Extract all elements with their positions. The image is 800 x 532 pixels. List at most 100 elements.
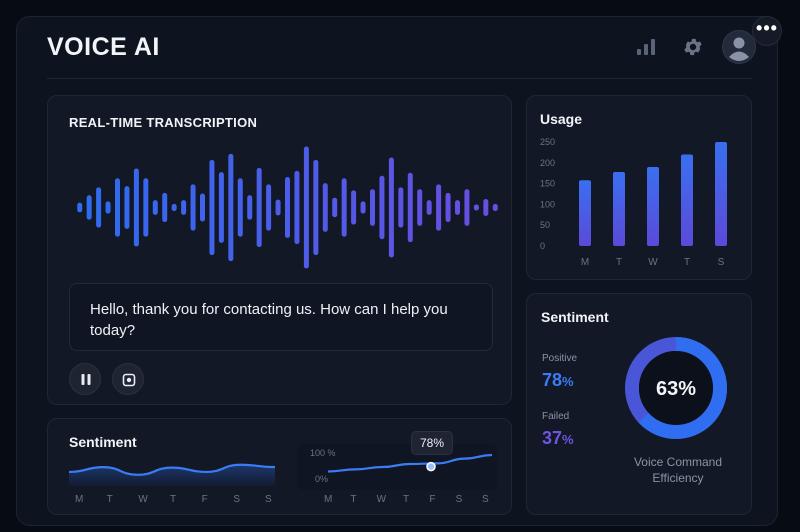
efficiency-caption-line2: Efficiency xyxy=(652,471,704,485)
day-label: W xyxy=(138,494,148,505)
usage-title: Usage xyxy=(540,111,583,127)
trend-right-panel xyxy=(297,444,497,490)
donut-arc xyxy=(625,337,727,439)
x-tick-label: T xyxy=(684,257,690,268)
x-tick-label: M xyxy=(581,257,589,268)
pause-icon xyxy=(81,374,91,385)
efficiency-caption-line1: Voice Command xyxy=(633,455,723,469)
usage-bar xyxy=(613,171,625,246)
waveform-bar xyxy=(237,178,243,237)
efficiency-donut: 63% xyxy=(625,337,727,439)
waveform-bar xyxy=(483,198,489,217)
waveform-bar xyxy=(218,172,224,243)
transcription-title: REAL-TIME TRANSCRIPTION xyxy=(69,115,258,130)
app-title: VOICE AI xyxy=(47,33,160,61)
day-label: S xyxy=(265,494,272,505)
day-label: M xyxy=(324,494,333,505)
waveform-bar xyxy=(492,203,498,212)
waveform-bar xyxy=(341,178,347,237)
waveform-bar xyxy=(379,175,385,240)
waveform-bar xyxy=(115,178,120,237)
usage-card xyxy=(526,95,752,280)
day-label: S xyxy=(455,494,463,505)
pause-button[interactable] xyxy=(69,363,101,395)
usage-bar xyxy=(647,166,659,246)
waveform-bar xyxy=(77,202,83,213)
y-bottom-label: 0% xyxy=(315,474,329,484)
waveform-bar xyxy=(351,190,357,225)
waveform-bar xyxy=(152,200,158,215)
waveform-bar xyxy=(294,170,300,245)
waveform-bar xyxy=(256,167,262,248)
day-label: F xyxy=(201,494,208,505)
waveform-bar xyxy=(473,204,479,211)
transcript-box: Hello, thank you for contacting us. How … xyxy=(69,283,493,351)
waveform-bar xyxy=(464,189,470,226)
waveform-bar xyxy=(209,159,215,256)
x-tick-label: W xyxy=(648,257,658,268)
waveform-bar xyxy=(285,177,290,238)
day-label: S xyxy=(482,494,489,505)
y-tick-label: 250 xyxy=(540,137,555,147)
waveform-bar xyxy=(96,187,102,228)
y-top-label: 100 % xyxy=(310,448,336,458)
waveform-bar xyxy=(124,186,130,229)
positive-value: 78% xyxy=(542,370,574,390)
usage-bar-chart: 250 200 150 100 50 0 M T W T S xyxy=(540,137,727,268)
more-options-button[interactable]: ••• xyxy=(752,16,782,46)
y-tick-label: 200 xyxy=(540,158,555,168)
sentiment-line-left xyxy=(69,463,275,486)
waveform-bar xyxy=(322,183,328,232)
transcript-text: Hello, thank you for contacting us. How … xyxy=(90,301,448,339)
usage-bar xyxy=(681,154,693,246)
day-label: F xyxy=(429,494,436,505)
header-divider xyxy=(47,78,752,79)
sentiment-trend-title: Sentiment xyxy=(69,434,137,450)
waveform-bar xyxy=(143,178,149,237)
waveform-bar xyxy=(105,201,111,214)
waveform-bar xyxy=(181,200,187,215)
waveform-bar xyxy=(445,192,451,223)
waveform-bar xyxy=(426,200,432,215)
waveform-bar xyxy=(247,195,253,220)
day-label: T xyxy=(350,494,357,505)
record-button[interactable] xyxy=(112,363,144,395)
usage-bar xyxy=(715,142,727,246)
x-tick-label: T xyxy=(616,257,622,268)
trend-line xyxy=(69,463,275,476)
waveform-bar xyxy=(370,189,375,226)
sentiment-line-right xyxy=(327,453,493,473)
waveform-bar xyxy=(275,199,281,216)
day-label: S xyxy=(233,494,240,505)
y-tick-label: 50 xyxy=(540,220,550,230)
gear-icon[interactable] xyxy=(682,36,704,58)
waveform-bar xyxy=(228,153,234,262)
failed-label: Failed xyxy=(542,411,570,422)
waveform-bar xyxy=(417,189,423,226)
day-label: M xyxy=(75,494,84,505)
waveform-bar xyxy=(360,201,366,214)
waveform-bar xyxy=(266,184,272,231)
value-tooltip: 78% xyxy=(411,431,453,455)
trend-marker[interactable] xyxy=(426,461,436,472)
bar-chart-icon[interactable] xyxy=(636,38,656,56)
avatar-icon[interactable] xyxy=(722,30,756,64)
day-label: W xyxy=(376,494,387,505)
failed-value: 37% xyxy=(542,428,574,448)
x-tick-label: S xyxy=(718,257,725,268)
day-label: T xyxy=(403,494,410,505)
positive-label: Positive xyxy=(542,353,578,364)
day-label: T xyxy=(106,494,113,505)
y-tick-label: 0 xyxy=(540,241,545,251)
waveform-bar xyxy=(313,159,319,256)
donut-center-value: 63% xyxy=(656,378,696,400)
waveform-bar xyxy=(332,197,338,218)
waveform-bar xyxy=(407,172,413,243)
usage-bar xyxy=(579,180,591,246)
waveform-bar xyxy=(436,184,442,231)
sentiment-summary-title: Sentiment xyxy=(541,309,609,325)
waveform-bar xyxy=(200,193,205,222)
transcription-card xyxy=(47,95,512,405)
record-icon xyxy=(122,373,136,387)
waveform-bar xyxy=(133,168,139,247)
